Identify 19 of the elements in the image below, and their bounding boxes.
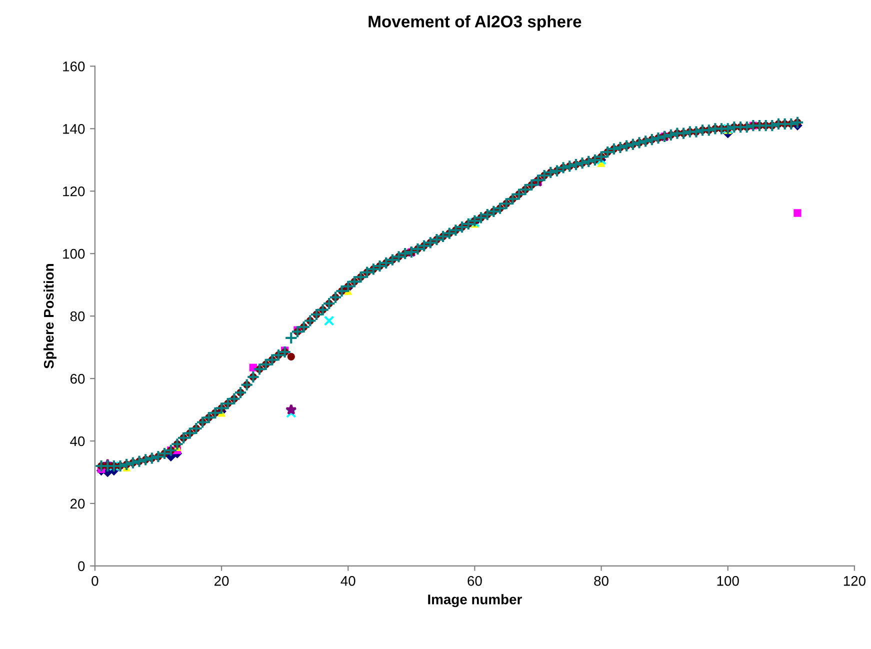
x-tick-label: 80: [594, 576, 608, 586]
chart-title: Movement of Al2O3 sphere: [368, 15, 582, 31]
x-tick-label: 20: [214, 576, 229, 586]
y-tick-label: 120: [63, 186, 85, 196]
x-tick-label: 0: [92, 576, 98, 586]
y-tick-label: 80: [70, 311, 85, 322]
y-tick-label: 100: [63, 248, 85, 259]
y-tick-label: 40: [70, 436, 85, 446]
y-tick-label: 140: [63, 124, 85, 134]
y-axis-title: Sphere Position: [44, 264, 56, 369]
x-tick-label: 60: [468, 576, 482, 586]
x-tick-label: 120: [844, 576, 866, 586]
x-tick-label: 100: [717, 576, 739, 586]
x-axis-title: Image number: [428, 594, 522, 608]
x-tick-label: 40: [340, 576, 356, 586]
y-tick-label: 60: [70, 374, 85, 384]
y-tick-label: 20: [70, 498, 85, 509]
y-tick-label: 0: [78, 561, 85, 572]
y-tick-label: 160: [63, 62, 85, 72]
